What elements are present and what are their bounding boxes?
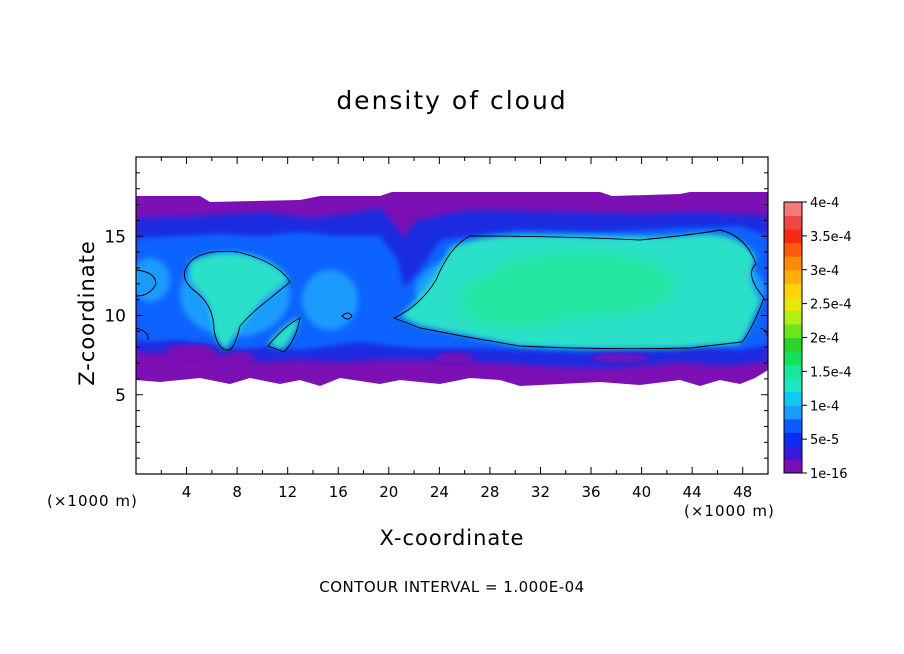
colorbar-label: 3e-4: [810, 264, 839, 279]
colorbar-label: 5e-5: [810, 433, 839, 448]
x-tick-label: 8: [232, 483, 242, 501]
colorbar-swatch: [784, 445, 802, 460]
colorbar-swatch: [784, 459, 802, 474]
colorbar-swatch: [784, 405, 802, 420]
colorbar-label: 4e-4: [810, 196, 839, 211]
y-tick-label: 10: [104, 307, 126, 327]
x-axis-ticks: 4 8 12 16 20 24 28 32 36 40 44 48: [160, 157, 752, 501]
x-tick-label: 12: [278, 483, 297, 501]
x-tick-label: 28: [480, 483, 499, 501]
colorbar-swatch: [784, 202, 802, 217]
colorbar-swatch: [784, 242, 802, 257]
colorbar-label: 2.5e-4: [810, 298, 852, 313]
bottom-fringe: [165, 344, 650, 364]
colorbar-swatch: [784, 310, 802, 325]
chart-title: density of cloud: [336, 86, 568, 115]
colorbar-label: 1e-16: [810, 467, 848, 482]
region-level-4: [460, 253, 675, 328]
colorbar-swatch: [784, 296, 802, 311]
colorbar-swatch: [784, 364, 802, 379]
colorbar-label: 2e-4: [810, 332, 839, 347]
colorbar-swatch: [784, 269, 802, 284]
y-axis-label: Z-coordinate: [75, 240, 99, 386]
colorbar-label: 3.5e-4: [810, 230, 852, 245]
colorbar-label: 1e-4: [810, 399, 839, 414]
x-tick-label: 48: [733, 483, 752, 501]
y-unit-label: (×1000 m): [47, 492, 138, 510]
colorbar-swatch: [784, 337, 802, 352]
x-tick-label: 16: [329, 483, 348, 501]
contour-lines: [136, 229, 768, 353]
x-tick-label: 20: [379, 483, 398, 501]
x-tick-label: 4: [182, 483, 192, 501]
x-axis-label: X-coordinate: [379, 526, 525, 550]
x-unit-label: (×1000 m): [684, 502, 775, 520]
colorbar-swatch: [784, 256, 802, 271]
colorbar-swatch: [784, 283, 802, 298]
y-axis-ticks: 5 10 15: [104, 172, 768, 459]
colorbar-swatch: [784, 229, 802, 244]
colorbar-swatch: [784, 351, 802, 366]
colorbar-swatch: [784, 378, 802, 393]
x-tick-label: 44: [683, 483, 702, 501]
colorbar-label: 1.5e-4: [810, 365, 852, 380]
x-tick-label: 24: [430, 483, 449, 501]
contour-interval-note: CONTOUR INTERVAL = 1.000E-04: [319, 578, 585, 596]
y-tick-label: 5: [115, 386, 126, 406]
y-tick-label: 15: [104, 227, 126, 247]
colorbar-swatch: [784, 215, 802, 230]
colorbar-swatch: [784, 391, 802, 406]
x-tick-label: 36: [581, 483, 600, 501]
colorbar: 1e-16 5e-5 1e-4 1.5e-4 2e-4 2.5e-4 3e-4 3.5e-4 4…: [783, 196, 852, 482]
x-tick-label: 32: [531, 483, 550, 501]
colorbar-swatch: [784, 323, 802, 338]
colorbar-swatch: [784, 432, 802, 447]
heatmap-field: [136, 157, 768, 474]
colorbar-swatch: [784, 418, 802, 433]
x-tick-label: 40: [632, 483, 651, 501]
